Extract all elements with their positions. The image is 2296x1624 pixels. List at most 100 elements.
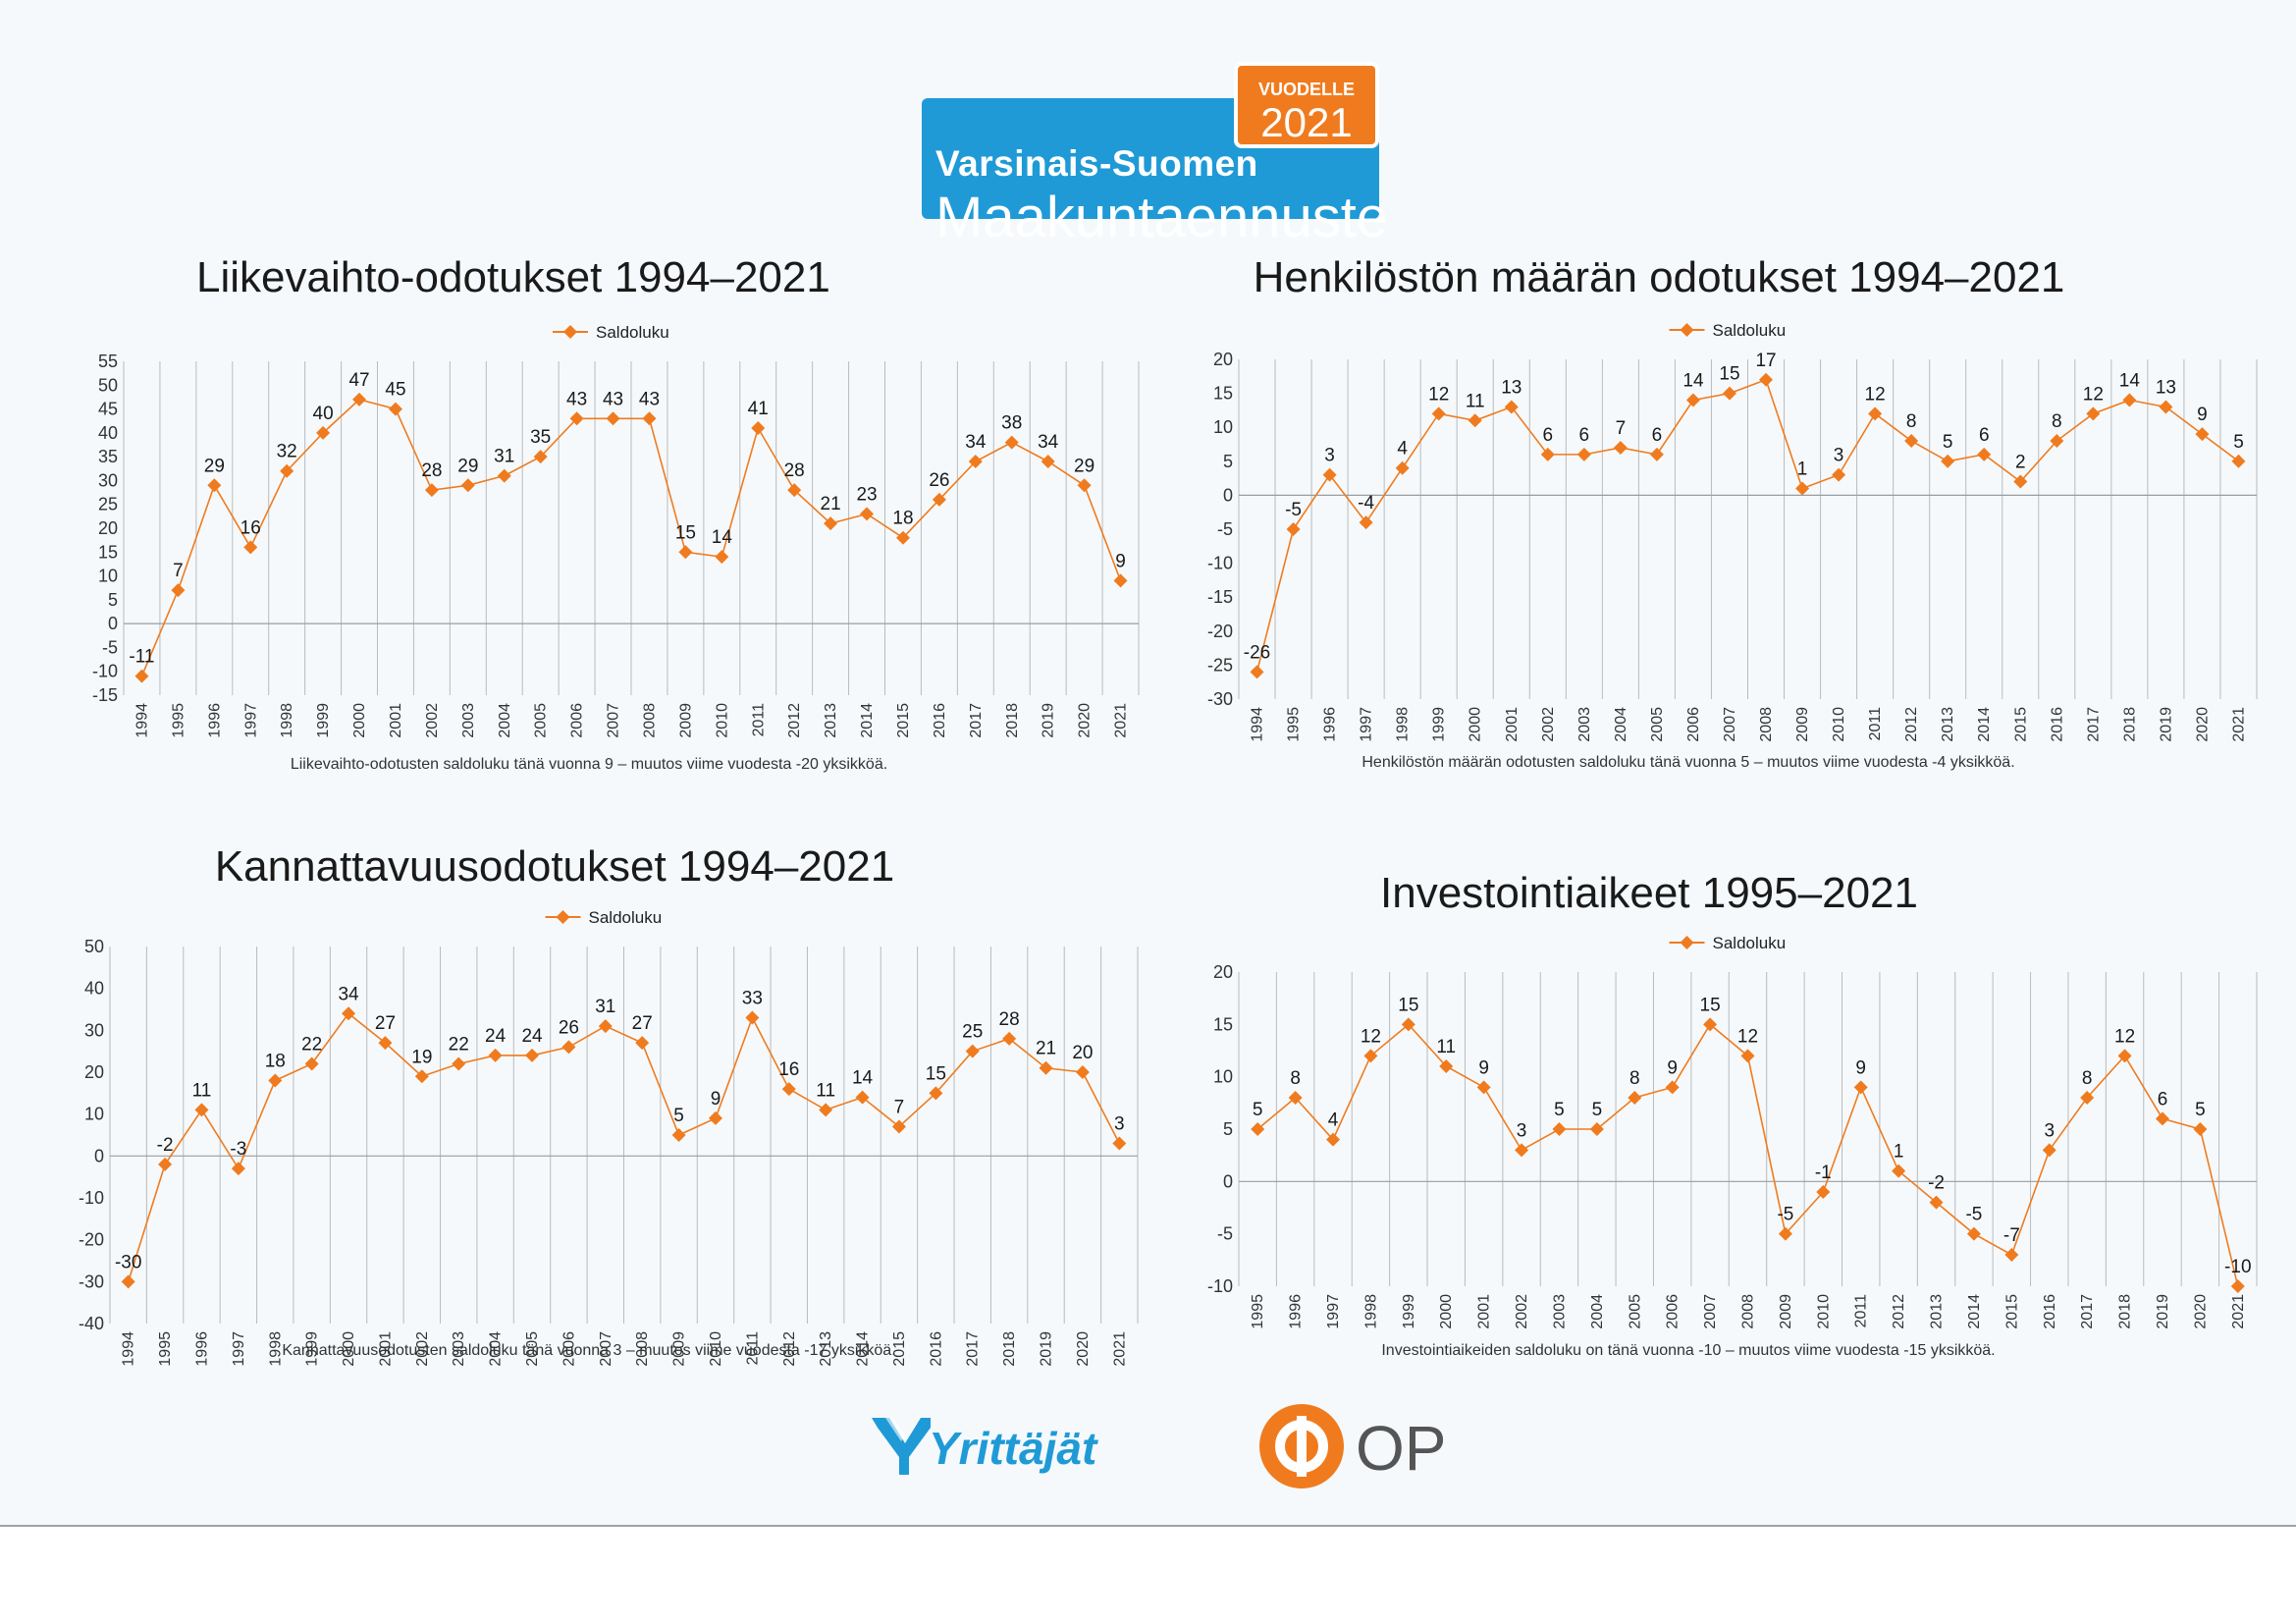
data-label: 22 xyxy=(301,1034,322,1055)
data-point xyxy=(2195,427,2210,442)
chart-title-liikevaihto: Liikevaihto-odotukset 1994–2021 xyxy=(196,253,830,301)
x-tick-label: 1997 xyxy=(242,703,259,738)
data-point xyxy=(2230,1279,2245,1293)
data-point xyxy=(678,545,693,560)
data-label: 13 xyxy=(1501,377,1522,398)
y-tick-label: -5 xyxy=(1217,519,1233,539)
data-point xyxy=(497,468,511,483)
data-label: 5 xyxy=(1943,432,1953,453)
data-point xyxy=(304,1056,319,1071)
series-line xyxy=(1256,1023,2239,1287)
data-point xyxy=(787,483,802,498)
x-tick-label: 1999 xyxy=(1401,1294,1417,1329)
data-label: 3 xyxy=(1114,1114,1125,1135)
legend-label: Saldoluku xyxy=(596,323,669,342)
data-point xyxy=(1077,478,1092,493)
x-tick-label: 2013 xyxy=(1929,1294,1946,1329)
data-label: 12 xyxy=(1865,384,1886,405)
x-tick-label: 2009 xyxy=(1778,1294,1794,1329)
x-tick-label: 2005 xyxy=(533,703,550,738)
y-tick-label: 10 xyxy=(84,1105,104,1124)
x-tick-label: 2009 xyxy=(1794,707,1811,742)
x-tick-label: 2009 xyxy=(671,1331,688,1367)
data-point xyxy=(316,425,331,440)
chart-title-henkilosto: Henkilöstön määrän odotukset 1994–2021 xyxy=(1253,253,2065,301)
x-tick-label: 1994 xyxy=(121,1331,137,1367)
data-label: 34 xyxy=(965,432,987,453)
data-point xyxy=(1504,400,1519,414)
data-label: 5 xyxy=(2195,1100,2206,1120)
data-label: 28 xyxy=(421,460,442,481)
x-tick-label: 2006 xyxy=(569,703,586,738)
data-label: 3 xyxy=(1834,446,1844,466)
data-label: 31 xyxy=(595,997,615,1017)
data-label: 20 xyxy=(1072,1043,1093,1063)
x-tick-label: 1994 xyxy=(1250,707,1266,742)
data-label: -5 xyxy=(1965,1205,1982,1225)
data-point xyxy=(1722,386,1736,401)
data-point xyxy=(424,483,439,498)
x-tick-label: 2008 xyxy=(1740,1294,1757,1329)
data-label: 43 xyxy=(566,389,587,409)
x-tick-label: 2004 xyxy=(497,703,513,738)
data-label: 12 xyxy=(1361,1026,1381,1047)
chart-caption-kannattavuus: Kannattavuusodotusten saldoluku tänä vuo… xyxy=(282,1342,896,1359)
data-label: 24 xyxy=(521,1026,543,1047)
y-tick-label: 0 xyxy=(108,614,118,633)
x-tick-label: 1994 xyxy=(133,703,150,738)
data-label: 33 xyxy=(742,989,763,1009)
chart-caption-liikevaihto: Liikevaihto-odotusten saldoluku tänä vuo… xyxy=(290,756,888,773)
data-label: -30 xyxy=(115,1252,141,1272)
data-label: 14 xyxy=(852,1068,874,1089)
x-tick-label: 1998 xyxy=(279,703,295,738)
y-tick-label: 10 xyxy=(1213,1067,1233,1087)
data-label: 12 xyxy=(2114,1026,2135,1047)
data-point xyxy=(1759,372,1774,387)
x-tick-label: 2008 xyxy=(634,1331,651,1367)
x-tick-label: 1996 xyxy=(1322,707,1339,742)
x-tick-label: 2000 xyxy=(1468,707,1484,742)
y-tick-label: 20 xyxy=(98,518,118,538)
y-tick-label: -30 xyxy=(79,1272,104,1291)
data-point xyxy=(1941,454,1955,468)
data-label: 45 xyxy=(385,380,405,401)
x-tick-label: 2003 xyxy=(451,1331,467,1367)
data-point xyxy=(1112,1136,1127,1151)
data-point xyxy=(642,411,657,426)
data-point xyxy=(1468,413,1482,428)
data-point xyxy=(1868,406,1883,421)
data-point xyxy=(488,1048,503,1062)
data-label: 5 xyxy=(1592,1100,1603,1120)
data-label: 14 xyxy=(712,527,733,548)
chart-caption-investointi: Investointiaikeiden saldoluku on tänä vu… xyxy=(1381,1342,1996,1359)
x-tick-label: 1997 xyxy=(1359,707,1375,742)
data-label: 11 xyxy=(192,1080,212,1101)
data-point xyxy=(1929,1195,1944,1210)
data-label: 26 xyxy=(559,1017,579,1038)
data-label: 21 xyxy=(821,494,841,514)
y-tick-label: -20 xyxy=(1207,622,1233,641)
data-label: 9 xyxy=(1667,1057,1678,1078)
legend-label: Saldoluku xyxy=(589,908,663,927)
data-point xyxy=(378,1036,393,1051)
data-label: -7 xyxy=(2003,1225,2020,1246)
x-tick-label: 1997 xyxy=(1325,1294,1342,1329)
data-point xyxy=(1439,1059,1454,1073)
x-tick-label: 2017 xyxy=(968,703,985,738)
data-point xyxy=(1039,1060,1053,1075)
x-tick-label: 1995 xyxy=(170,703,187,738)
data-label: -3 xyxy=(230,1139,246,1160)
y-tick-label: 50 xyxy=(84,937,104,956)
x-tick-label: 2001 xyxy=(388,703,404,738)
x-tick-label: 2008 xyxy=(1758,707,1775,742)
data-label: -5 xyxy=(1777,1205,1793,1225)
data-point xyxy=(598,1019,613,1034)
x-tick-label: 2015 xyxy=(891,1331,908,1367)
x-tick-label: 2016 xyxy=(2049,707,2065,742)
x-tick-label: 2003 xyxy=(460,703,477,738)
data-point xyxy=(860,507,875,521)
x-tick-label: 2006 xyxy=(561,1331,577,1367)
x-tick-label: 2019 xyxy=(1041,703,1057,738)
x-tick-label: 2018 xyxy=(1004,703,1021,738)
x-tick-label: 1995 xyxy=(1286,707,1303,742)
